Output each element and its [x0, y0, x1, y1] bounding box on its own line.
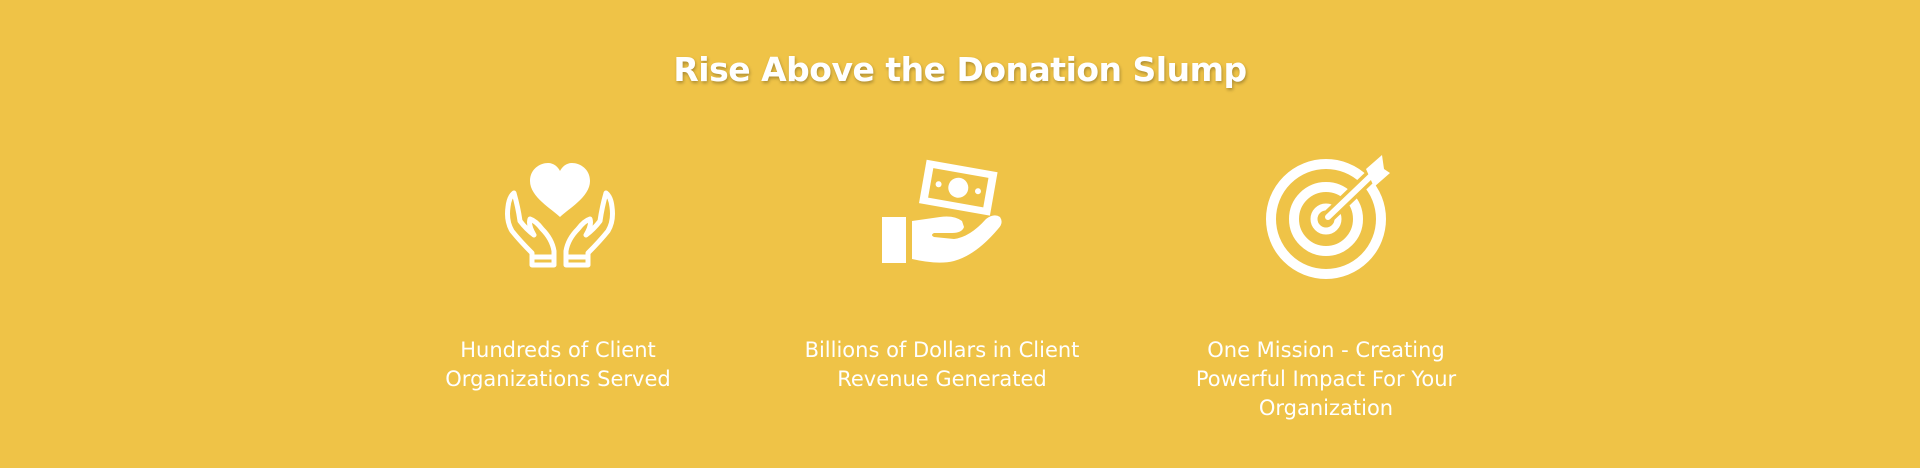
feature-label: Billions of Dollars in Client Revenue Ge…	[804, 338, 1080, 391]
target-with-arrow-icon	[1266, 155, 1390, 279]
section-title: Rise Above the Donation Slump	[673, 50, 1247, 89]
hands-holding-heart-icon	[498, 155, 622, 279]
feature-revenue-generated: Billions of Dollars in Client Revenue Ge…	[782, 0, 1102, 468]
feature-label: Hundreds of Client Organizations Served	[445, 338, 671, 391]
feature-one-mission: One Mission - Creating Powerful Impact F…	[1166, 0, 1486, 468]
feature-organizations-served: Hundreds of Client Organizations Served	[398, 0, 718, 468]
feature-label: One Mission - Creating Powerful Impact F…	[1195, 338, 1457, 420]
hand-holding-money-icon	[882, 155, 1006, 279]
